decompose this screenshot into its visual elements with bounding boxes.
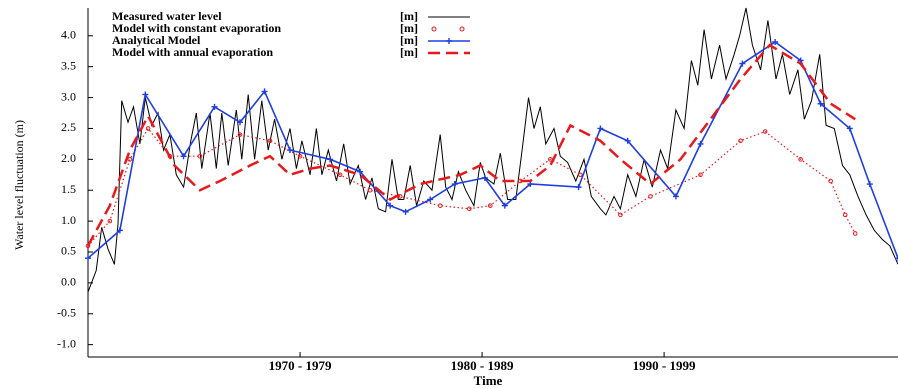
y-tick-label: 2.0 <box>61 151 76 165</box>
legend-unit: [m] <box>400 45 418 59</box>
series-line <box>87 127 856 247</box>
y-tick-label: -0.5 <box>57 306 76 320</box>
legend-swatch <box>459 26 465 32</box>
x-tick-label: 1990 - 1999 <box>633 358 696 373</box>
point <box>672 193 679 200</box>
point <box>842 212 848 218</box>
point <box>427 196 434 203</box>
point <box>846 125 853 132</box>
y-tick-label: 3.0 <box>61 89 76 103</box>
point <box>337 172 343 178</box>
point <box>402 208 409 215</box>
point <box>367 187 373 193</box>
point <box>287 147 294 154</box>
point <box>236 119 243 126</box>
series-line <box>87 41 898 259</box>
point <box>501 202 508 209</box>
point <box>327 156 334 163</box>
point <box>895 255 898 262</box>
point <box>828 178 833 184</box>
legend-label: Model with annual evaporation <box>112 45 273 59</box>
point <box>481 174 488 181</box>
y-tick-label: 1.5 <box>61 182 76 196</box>
point <box>142 91 149 98</box>
point <box>85 255 91 262</box>
legend-unit: [m] <box>400 9 418 23</box>
y-tick-label: 0.0 <box>61 275 76 289</box>
point <box>798 157 803 162</box>
point <box>738 138 743 144</box>
point <box>698 172 703 178</box>
point <box>116 227 123 234</box>
point <box>697 140 704 147</box>
point <box>772 38 779 45</box>
point <box>387 202 394 209</box>
point <box>762 129 768 134</box>
point <box>180 153 187 160</box>
legend-label: Measured water level <box>112 9 222 23</box>
point <box>467 206 472 212</box>
x-tick-label: 1980 - 1989 <box>451 358 514 373</box>
legend-swatch <box>431 26 437 32</box>
point <box>866 181 873 188</box>
point <box>648 194 653 199</box>
point <box>297 153 303 159</box>
point <box>624 137 631 144</box>
point <box>107 218 113 224</box>
point <box>597 125 604 132</box>
y-tick-label: 0.5 <box>61 244 76 258</box>
point <box>578 172 583 178</box>
point <box>575 184 582 191</box>
point <box>211 103 218 110</box>
point <box>852 231 858 236</box>
series-line <box>87 7 898 293</box>
y-axis-label: Water level fluctuation (m) <box>12 120 26 250</box>
x-tick-label: 1970 - 1979 <box>269 358 332 373</box>
point <box>739 60 746 67</box>
y-tick-label: 2.5 <box>61 120 76 134</box>
y-tick-label: 4.0 <box>61 28 76 42</box>
legend-unit: [m] <box>400 21 418 35</box>
point <box>451 181 458 188</box>
legend-unit: [m] <box>400 33 418 47</box>
point <box>261 88 268 95</box>
point <box>237 132 243 137</box>
series-line <box>86 43 856 247</box>
point <box>817 100 824 107</box>
y-tick-label: 1.0 <box>61 213 76 227</box>
legend-label: Analytical Model <box>112 33 201 47</box>
y-tick-label: -1.0 <box>57 336 76 350</box>
point <box>437 203 443 208</box>
y-tick-label: 3.5 <box>61 58 76 72</box>
point <box>127 157 133 162</box>
point <box>267 138 273 144</box>
x-axis-label: Time <box>474 373 503 388</box>
point <box>357 168 364 175</box>
point <box>197 153 203 159</box>
point <box>618 212 623 218</box>
point <box>487 203 493 208</box>
legend-swatch <box>446 38 452 44</box>
point <box>145 126 151 131</box>
legend-label: Model with constant evaporation <box>112 21 281 35</box>
